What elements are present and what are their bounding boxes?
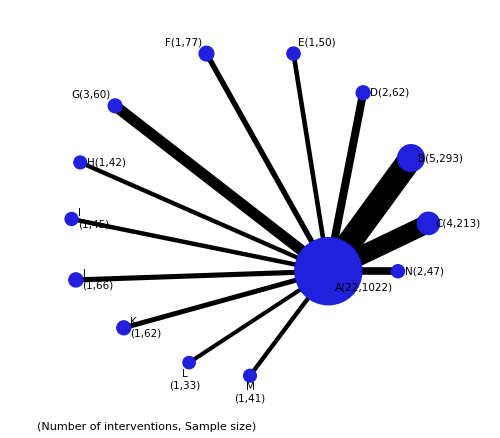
Circle shape — [418, 212, 440, 234]
Circle shape — [392, 265, 404, 278]
Text: B(5,293): B(5,293) — [418, 153, 463, 163]
Circle shape — [287, 47, 300, 60]
Text: C(4,213): C(4,213) — [435, 219, 480, 228]
Text: F(1,77): F(1,77) — [165, 37, 202, 47]
Circle shape — [117, 321, 130, 335]
Circle shape — [356, 86, 370, 100]
Circle shape — [108, 99, 122, 113]
Text: K
(1,62): K (1,62) — [130, 317, 162, 339]
Circle shape — [183, 357, 195, 369]
Text: I
(1,45): I (1,45) — [78, 208, 110, 230]
Circle shape — [398, 145, 424, 171]
Circle shape — [244, 369, 256, 382]
Text: J
(1,66): J (1,66) — [82, 269, 114, 291]
Circle shape — [69, 273, 83, 287]
Text: E(1,50): E(1,50) — [298, 37, 336, 47]
Text: H(1,42): H(1,42) — [87, 157, 126, 167]
Circle shape — [74, 156, 86, 169]
Text: M
(1,41): M (1,41) — [234, 382, 266, 404]
Circle shape — [65, 212, 78, 226]
Text: N(2,47): N(2,47) — [404, 266, 444, 276]
Text: D(2,62): D(2,62) — [370, 88, 409, 98]
Text: G(3,60): G(3,60) — [72, 89, 110, 99]
Circle shape — [199, 46, 214, 61]
Text: (Number of interventions, Sample size): (Number of interventions, Sample size) — [36, 422, 256, 432]
Circle shape — [295, 238, 362, 305]
Text: L
(1,33): L (1,33) — [169, 369, 200, 391]
Text: A(22,1022): A(22,1022) — [335, 282, 393, 292]
